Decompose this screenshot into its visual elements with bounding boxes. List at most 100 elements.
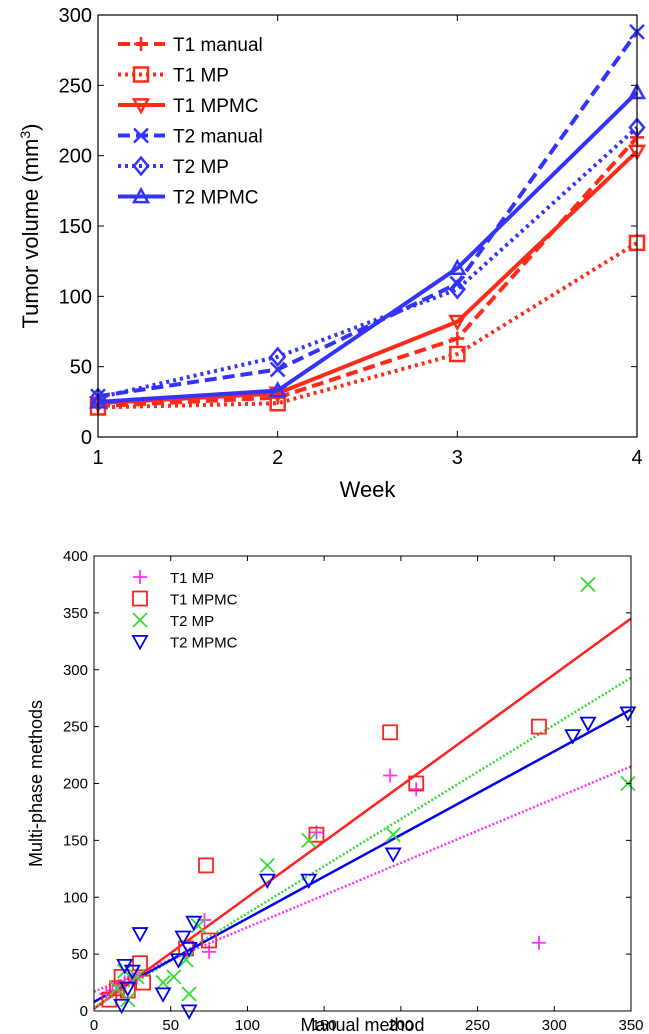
legend-entry: T2 MP xyxy=(132,612,214,630)
data-point xyxy=(384,847,402,863)
data-point xyxy=(268,381,287,398)
data-point xyxy=(300,873,318,890)
data-point xyxy=(119,981,137,998)
y-axis-label-text: Tumor volume (mm xyxy=(18,139,43,329)
legend-entry: T1 MPMC xyxy=(118,96,259,117)
x-tick-label: 300 xyxy=(542,1017,567,1034)
data-point xyxy=(580,576,596,593)
y-tick-label: 0 xyxy=(80,1003,88,1020)
y-axis-label-exponent: 3 xyxy=(17,131,33,139)
x-tick-label: 4 xyxy=(631,447,642,469)
y-tick-label: 150 xyxy=(59,216,92,238)
legend-entry: T2 MPMC xyxy=(118,186,259,209)
y-tick-label: 50 xyxy=(71,946,88,963)
series-line xyxy=(97,136,639,409)
data-point xyxy=(166,969,182,985)
y-tick-label: 250 xyxy=(59,75,92,97)
data-point xyxy=(448,258,467,276)
y-tick-label: 300 xyxy=(59,5,92,27)
legend-marker xyxy=(132,66,150,83)
fit-line-t1-mpmc xyxy=(93,617,632,1010)
legend-marker xyxy=(133,570,147,584)
series-line xyxy=(97,90,639,404)
data-point xyxy=(448,314,467,332)
legend-label: T2 MP xyxy=(173,157,229,178)
y-tick-label: 350 xyxy=(63,605,88,622)
legend-marker xyxy=(131,635,149,651)
data-point xyxy=(180,1004,198,1020)
legend-label: T1 MPMC xyxy=(170,592,238,609)
y-tick-label: 250 xyxy=(63,719,88,736)
legend-entry: T2 manual xyxy=(118,127,263,148)
series-line xyxy=(97,30,639,399)
y-tick-label: 0 xyxy=(81,427,92,449)
legend-label: T2 MP xyxy=(170,613,214,630)
legend-marker xyxy=(132,612,148,628)
legend-label: T1 MP xyxy=(170,570,214,587)
y-axis-label-close: ) xyxy=(18,124,43,131)
data-point xyxy=(258,873,276,890)
legend: T1 manual T1 MP T1 MPMC T2 manual T2 MP T2 MP… xyxy=(118,35,263,209)
legend-marker xyxy=(131,186,151,204)
legend-marker xyxy=(131,98,151,115)
legend-label: T1 manual xyxy=(173,35,263,56)
series-t1-mpmc xyxy=(88,144,647,413)
legend-entry: T1 manual xyxy=(118,35,263,56)
data-point xyxy=(382,724,399,741)
x-tick-label: 250 xyxy=(465,1017,490,1034)
data-point xyxy=(174,930,192,946)
data-point xyxy=(383,768,398,783)
y-tick-label: 300 xyxy=(63,662,88,679)
y-tick-label: 50 xyxy=(70,357,92,379)
x-tick-label: 200 xyxy=(388,1017,413,1034)
fit-line-t2-mpmc xyxy=(93,708,632,1003)
data-point xyxy=(129,969,145,985)
series-line xyxy=(97,126,639,400)
legend-label: T2 MPMC xyxy=(170,635,238,652)
x-tick-label: 2 xyxy=(272,447,283,469)
data-point xyxy=(579,716,597,733)
legend-marker xyxy=(132,590,148,607)
weekly-volume-chart: 1 2 3 4 0 50 100 150 200 250 300 Week Tumor volume… xyxy=(17,5,647,502)
y-tick-label: 400 xyxy=(63,548,88,565)
y-axis-label: Multi-phase methods xyxy=(26,700,46,867)
data-point xyxy=(181,986,197,1002)
legend-entry: T2 MP xyxy=(118,155,229,178)
data-point xyxy=(269,361,286,378)
data-point xyxy=(301,832,317,849)
data-point xyxy=(169,953,187,969)
legend-marker xyxy=(133,127,149,144)
data-point xyxy=(448,278,466,300)
data-point xyxy=(180,941,198,958)
legend-label: T2 manual xyxy=(173,127,263,148)
x-tick-label: 50 xyxy=(162,1017,179,1034)
data-point xyxy=(185,915,203,932)
series-line xyxy=(97,149,639,406)
legend: T1 MP T1 MPMC T2 MP T2 MPMC xyxy=(131,570,238,652)
series-t1-mpmc xyxy=(101,718,547,1008)
data-point xyxy=(135,974,151,991)
method-comparison-chart: 0 50 100 150 200 250 300 350 0 50 100 150 200 250 300 3… xyxy=(26,548,644,1034)
y-axis-label: Tumor volume (mm3) xyxy=(17,124,43,329)
data-point xyxy=(268,386,287,403)
series-t2-mpmc xyxy=(113,706,637,1020)
y-tick-label: 150 xyxy=(63,832,88,849)
data-point xyxy=(564,729,582,745)
data-point xyxy=(269,346,287,368)
data-point xyxy=(259,857,276,874)
x-axis-label: Week xyxy=(340,477,397,502)
data-point xyxy=(132,955,148,972)
x-tick-label: 3 xyxy=(452,447,463,469)
data-point xyxy=(449,345,466,363)
x-axis-label: Manual method xyxy=(300,1015,424,1034)
legend-label: T1 MPMC xyxy=(173,96,259,117)
data-point xyxy=(201,932,217,949)
legend-entry: T1 MPMC xyxy=(132,590,238,609)
y-tick-label: 200 xyxy=(59,146,92,168)
x-tick-label: 350 xyxy=(618,1017,643,1034)
data-point xyxy=(385,827,401,843)
data-point xyxy=(408,775,425,792)
data-point xyxy=(113,998,131,1015)
x-tick-label: 0 xyxy=(90,1017,98,1034)
